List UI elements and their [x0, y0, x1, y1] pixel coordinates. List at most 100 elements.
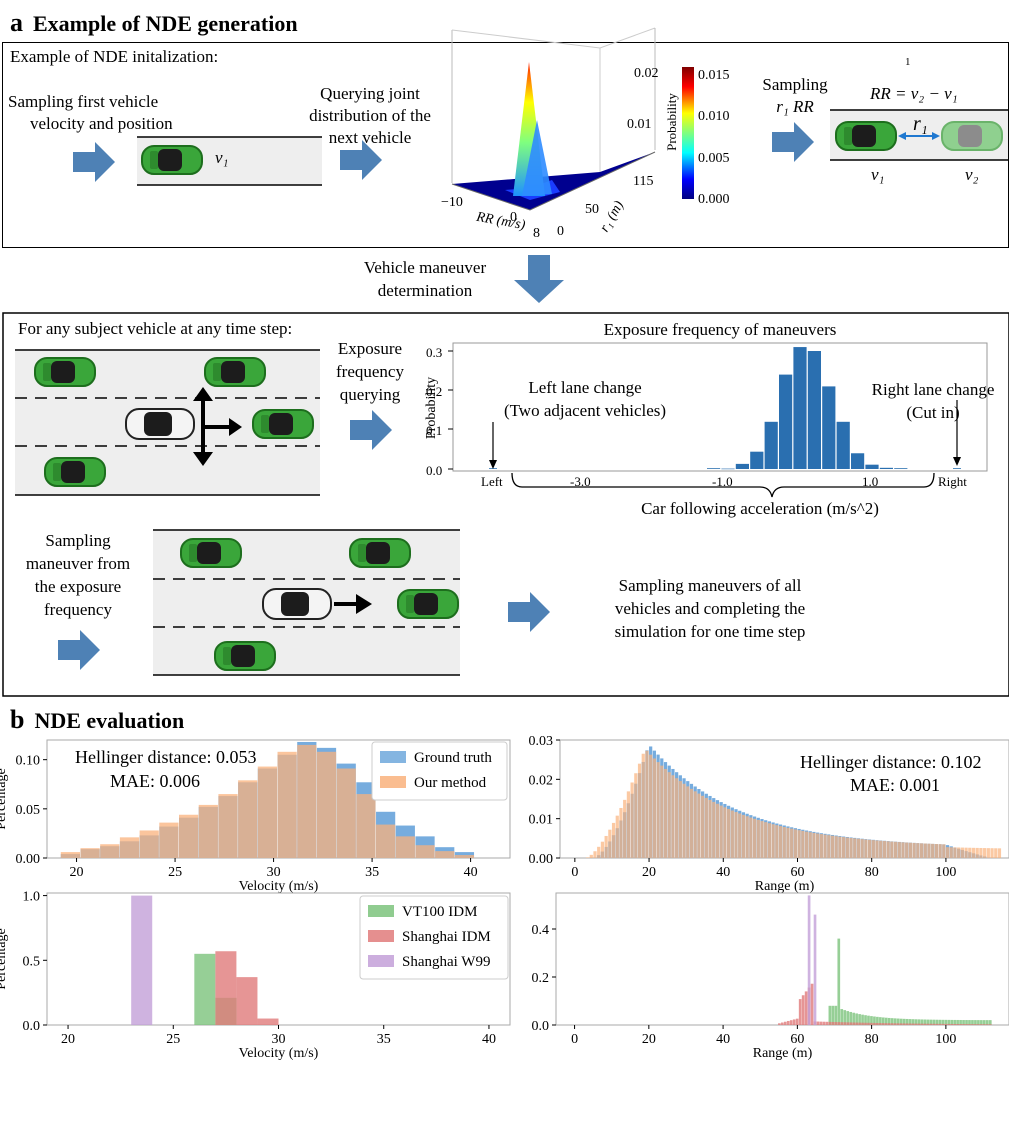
y-tick-label: 0.5 — [23, 954, 41, 969]
range-bar — [764, 822, 768, 858]
range-bar — [589, 854, 593, 858]
x-tick: −10 — [441, 195, 463, 210]
range-bar — [823, 834, 827, 858]
range-bar — [619, 807, 623, 858]
velocity-bar — [435, 851, 455, 858]
exposure-bar — [894, 468, 908, 469]
range-bar — [771, 824, 775, 858]
range-bar — [615, 815, 619, 858]
range-bar — [893, 841, 898, 858]
model-range-bar — [861, 1022, 864, 1025]
model-range-bar — [977, 1024, 980, 1025]
sampling-maneuver-line: maneuver from — [25, 554, 131, 573]
velocity-bar — [415, 845, 435, 858]
range-bar — [641, 753, 645, 858]
range-bar — [738, 813, 742, 858]
model-range-bar — [968, 1024, 971, 1025]
range-bar — [897, 842, 901, 858]
range-bar — [793, 829, 797, 858]
exposure-chart-title: Exposure frequency of maneuvers — [603, 320, 837, 339]
range-bar — [634, 773, 638, 858]
range-bar — [990, 848, 994, 858]
exposure-bar — [721, 468, 735, 470]
range-bar — [879, 840, 883, 858]
model-range-bar — [971, 1024, 974, 1025]
exposure-x-tick: Left — [481, 474, 503, 489]
chart-frame — [555, 892, 1009, 1026]
range-bar — [693, 791, 697, 858]
model-range-bar — [810, 983, 814, 1025]
range-bar — [678, 781, 682, 858]
model-range-bar — [795, 1018, 799, 1025]
model-range-bar — [944, 1019, 948, 1025]
range-bar — [726, 808, 731, 858]
range-bar — [741, 814, 746, 858]
y-tick: 115 — [633, 174, 654, 189]
model-range-bar — [840, 1009, 844, 1025]
y-axis-label: Percentage — [0, 768, 9, 829]
x-tick-label: 100 — [935, 1032, 956, 1047]
exposure-query-line3: querying — [339, 385, 401, 404]
model-range-bar — [882, 1023, 885, 1025]
joint-distribution-3d-plot — [451, 27, 656, 211]
range-bar — [864, 839, 868, 858]
exposure-bar — [836, 421, 850, 469]
colorbar-tick: 0.010 — [698, 109, 730, 124]
panel-b-title: b NDE evaluation — [10, 705, 184, 735]
range-bar — [919, 843, 924, 858]
x-tick-label: 60 — [790, 1032, 804, 1047]
model-range-bar — [781, 1022, 784, 1025]
range-bar — [830, 835, 835, 858]
model-range-bar — [914, 1019, 918, 1025]
model-range-bar — [873, 1022, 876, 1025]
model-range-bar — [911, 1019, 915, 1025]
model-range-bar — [864, 1022, 867, 1025]
velocity-bar — [316, 751, 337, 858]
ur-hellinger-text: Hellinger distance: 0.102 — [800, 752, 982, 772]
model-range-bar — [834, 1005, 838, 1025]
sampling-maneuver-line: Sampling — [45, 531, 111, 550]
y-tick-label: 1.0 — [23, 890, 41, 905]
range-bar — [767, 823, 772, 858]
model-range-bar — [858, 1022, 861, 1025]
model-range-bar — [974, 1024, 977, 1025]
velocity-bar — [356, 794, 376, 858]
x-tick-label: 20 — [642, 865, 656, 880]
ul-hellinger-text: Hellinger distance: 0.053 — [75, 747, 257, 767]
model-range-bar — [959, 1024, 962, 1025]
model-range-bar — [852, 1022, 855, 1025]
left-lane-change-annot: Left lane change — [528, 378, 642, 397]
range-bar — [860, 839, 864, 858]
range-bar — [901, 842, 905, 858]
model-range-bar — [840, 1022, 844, 1025]
range-bar — [671, 775, 675, 858]
range-bar — [882, 841, 887, 858]
model-range-bar — [932, 1019, 936, 1025]
v1-label: v₁ — [871, 165, 885, 184]
maneuver-box — [2, 312, 1009, 697]
range-bar — [968, 847, 972, 858]
range-bar — [675, 778, 679, 858]
x-tick-label: 0 — [571, 865, 578, 880]
x-tick: 8 — [533, 226, 540, 241]
model-range-bar — [807, 895, 811, 1025]
model-range-bar — [778, 1023, 781, 1025]
range-bar — [953, 847, 957, 858]
exposure-bar — [764, 421, 778, 469]
range-bar — [786, 827, 790, 858]
step2-line1: Querying joint — [320, 84, 420, 103]
velocity-bar — [198, 804, 218, 858]
model-range-bar — [855, 1022, 858, 1025]
velocity-bar — [238, 780, 258, 858]
model-range-bar — [846, 1022, 850, 1025]
range-bar — [819, 834, 823, 858]
range-bar — [715, 803, 720, 858]
velocity-bar — [179, 814, 199, 858]
model-velocity-bar — [257, 1018, 279, 1025]
model-range-bar — [843, 1022, 847, 1025]
sampling-all-line: simulation for one time step — [614, 622, 806, 641]
down-arrow-icon — [514, 255, 564, 303]
y-tick-label: 0.00 — [529, 852, 554, 867]
model-range-bar — [950, 1023, 954, 1025]
